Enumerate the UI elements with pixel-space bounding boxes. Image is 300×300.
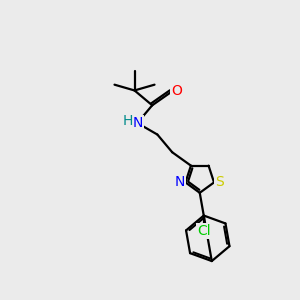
Text: H: H: [123, 115, 133, 128]
Text: N: N: [132, 116, 142, 130]
Text: N: N: [175, 176, 185, 189]
Text: O: O: [171, 83, 182, 98]
Text: Cl: Cl: [197, 224, 211, 238]
Text: S: S: [215, 176, 224, 189]
